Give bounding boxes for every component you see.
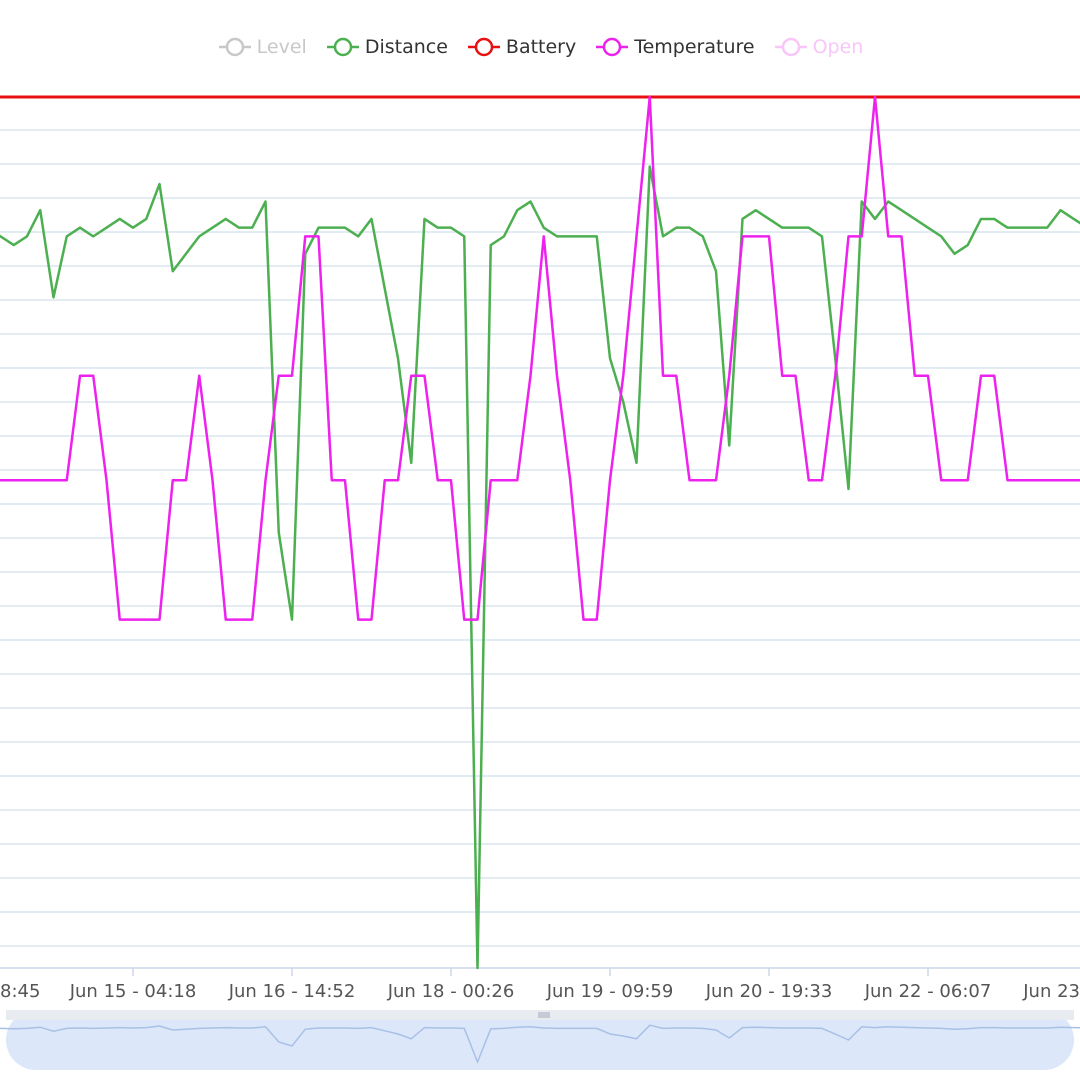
- legend-icon: [467, 37, 500, 57]
- legend-marker: [602, 37, 622, 57]
- legend-label: Distance: [364, 36, 448, 58]
- legend-icon: [596, 37, 629, 57]
- x-tick-label: Jun 15 - 04:18: [69, 981, 197, 1002]
- legend-item[interactable]: Distance: [325, 36, 448, 58]
- legend-item[interactable]: Level: [217, 36, 307, 58]
- legend-label: Battery: [505, 36, 577, 58]
- series-line: [0, 165, 1080, 970]
- navigator-line: [0, 1024, 1080, 1065]
- legend-icon: [326, 37, 359, 57]
- legend: Level Distance Battery Temperature Open: [0, 36, 1080, 58]
- navigator-handle: [538, 1012, 550, 1018]
- x-tick-label: Jun 22 - 06:07: [864, 981, 992, 1002]
- legend-marker: [474, 37, 494, 57]
- legend-icon: [774, 37, 807, 57]
- plot-grid: [0, 97, 1080, 968]
- legend-label: Open: [812, 36, 864, 58]
- x-tick-label: 8:45: [0, 981, 40, 1002]
- legend-marker: [333, 37, 353, 57]
- x-tick-label: Jun 19 - 09:59: [546, 981, 674, 1002]
- series-line: [0, 95, 1080, 621]
- legend-icon: [218, 37, 251, 57]
- navigator-bg: [6, 1010, 1074, 1070]
- x-tick-label: Jun 20 - 19:33: [705, 981, 833, 1002]
- legend-item[interactable]: Battery: [466, 36, 576, 58]
- x-tick-label: Jun 16 - 14:52: [228, 981, 356, 1002]
- legend-label: Temperature: [634, 36, 755, 58]
- legend-item[interactable]: Temperature: [594, 36, 755, 58]
- x-tick-label: Jun 18 - 00:26: [387, 981, 515, 1002]
- x-tick-label: Jun 23: [1022, 981, 1080, 1002]
- legend-marker: [225, 37, 244, 57]
- legend-label: Level: [256, 36, 307, 58]
- legend-item[interactable]: Open: [773, 36, 864, 58]
- legend-marker: [781, 37, 800, 57]
